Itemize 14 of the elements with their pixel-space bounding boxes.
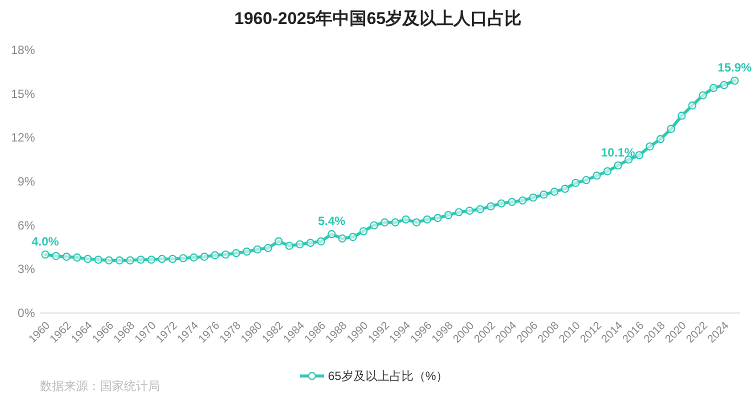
y-tick-label: 15% <box>10 86 36 101</box>
y-tick-label: 3% <box>18 262 36 276</box>
y-tick-label: 6% <box>18 218 36 232</box>
data-label: 15.9% <box>718 60 752 75</box>
data-label: 4.0% <box>32 234 60 249</box>
data-label: 10.1% <box>601 145 636 160</box>
source-note: 数据来源：国家统计局 <box>40 379 160 393</box>
y-tick-label: 12% <box>10 130 36 145</box>
chart-title: 1960-2025年中国65岁及以上人口占比 <box>234 9 522 28</box>
legend-label: 65岁及以上占比（%） <box>328 369 448 383</box>
data-label: 5.4% <box>318 214 346 228</box>
y-tick-label: 0% <box>18 306 36 320</box>
y-tick-label: 18% <box>10 43 36 57</box>
y-tick-label: 9% <box>18 174 36 188</box>
